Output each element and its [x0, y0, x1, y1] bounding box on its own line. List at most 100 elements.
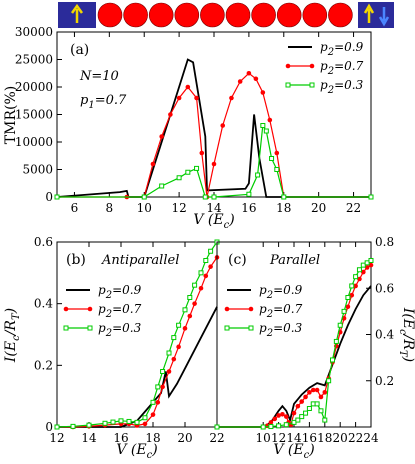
- data-point: [353, 274, 359, 280]
- data-point: [269, 156, 275, 161]
- data-point: [208, 248, 214, 254]
- data-point: [280, 411, 285, 417]
- data-point: [268, 420, 274, 425]
- panel-c-legend: p2=0.9p2=0.7p2=0.3: [224, 283, 303, 339]
- legend-label: p2=0.3: [320, 78, 364, 96]
- data-point: [368, 258, 374, 263]
- legend-marker: [63, 325, 69, 331]
- panel-a-legend: p2=0.9p2=0.7p2=0.3: [285, 40, 364, 96]
- data-point: [134, 419, 140, 425]
- series-line-p2-0-9: [217, 285, 372, 428]
- data-point: [260, 424, 266, 430]
- data-point: [187, 295, 193, 300]
- data-point: [211, 194, 217, 200]
- legend-label: p2=0.7: [320, 59, 364, 77]
- data-point: [310, 387, 316, 393]
- data-point: [341, 308, 347, 314]
- data-point: [356, 267, 362, 273]
- data-point: [160, 369, 166, 374]
- y-tick-label: 10000: [15, 135, 53, 149]
- data-point: [281, 194, 287, 200]
- quantum-dot-bead: [200, 2, 225, 28]
- data-point: [263, 128, 269, 134]
- data-point: [349, 292, 355, 298]
- data-point: [322, 417, 328, 423]
- data-point: [368, 194, 374, 200]
- legend-label: p2=0.3: [259, 321, 303, 339]
- data-point: [159, 134, 164, 139]
- y-tick-label: 20000: [15, 80, 53, 94]
- data-point: [353, 283, 358, 289]
- data-point: [150, 412, 156, 417]
- data-point: [220, 123, 226, 128]
- panel-b-label: (b): [66, 252, 86, 268]
- data-point: [110, 419, 116, 425]
- legend-marker: [224, 306, 230, 312]
- data-point: [299, 399, 305, 404]
- legend-marker: [309, 63, 315, 69]
- data-point: [267, 117, 273, 123]
- data-point: [246, 70, 252, 76]
- data-point: [349, 283, 355, 289]
- quantum-dot-bead: [97, 2, 123, 28]
- data-point: [171, 335, 177, 341]
- legend-label: p2=0.9: [320, 40, 364, 58]
- x-tick-label: 12: [271, 431, 286, 445]
- data-point: [208, 264, 213, 269]
- x-tick-label: 14: [206, 201, 222, 215]
- data-point: [303, 410, 309, 416]
- quantum-dot-bead: [302, 2, 328, 28]
- data-point: [166, 350, 172, 356]
- data-point: [303, 394, 308, 400]
- data-point: [214, 424, 220, 430]
- data-point: [276, 413, 281, 418]
- data-point: [155, 384, 161, 390]
- legend-marker: [87, 306, 93, 312]
- series-line-p2-0-7: [57, 72, 371, 198]
- x-tick-label: 22: [348, 431, 363, 445]
- quantum-dot-bead: [174, 2, 200, 28]
- legend-marker: [285, 82, 291, 88]
- y-tick-label: 30000: [15, 25, 53, 39]
- data-point: [199, 150, 205, 156]
- legend-marker: [63, 306, 69, 312]
- x-tick-label: 14: [286, 431, 302, 445]
- y-tick-label: 0.2: [375, 374, 394, 388]
- data-point: [203, 258, 209, 263]
- data-point: [198, 285, 204, 291]
- data-point: [168, 112, 173, 117]
- data-point: [176, 175, 182, 181]
- panel-b-legend: p2=0.9p2=0.7p2=0.3: [63, 283, 142, 339]
- x-tick-label: 16: [241, 201, 256, 215]
- x-tick-label: 20: [311, 201, 326, 215]
- data-point: [150, 161, 156, 167]
- x-tick-label: 8: [106, 201, 114, 215]
- x-tick-label: 6: [71, 201, 79, 215]
- y-tick-label: 0.2: [34, 358, 53, 372]
- data-point: [194, 165, 200, 171]
- data-point: [142, 421, 148, 427]
- quantum-dot-bead: [251, 2, 276, 28]
- legend-marker: [248, 325, 254, 331]
- right-electrode-box: [358, 2, 394, 28]
- data-point: [202, 194, 208, 200]
- data-point: [159, 183, 165, 189]
- data-point: [291, 410, 297, 416]
- data-point: [322, 390, 328, 395]
- data-point: [185, 84, 191, 90]
- data-point: [333, 338, 339, 344]
- data-point: [276, 423, 282, 429]
- series-line-p2-0-3: [57, 123, 371, 198]
- x-tick-label: 10: [256, 431, 271, 445]
- data-point: [185, 169, 191, 175]
- data-point: [192, 301, 197, 306]
- data-point: [326, 378, 332, 384]
- data-point: [299, 414, 305, 420]
- data-point: [284, 414, 289, 419]
- data-point: [141, 194, 147, 200]
- legend-marker: [285, 63, 291, 69]
- x-tick-label: 22: [346, 201, 361, 215]
- data-point: [246, 191, 252, 197]
- panel-a-xlabel: V (Ec): [193, 212, 234, 231]
